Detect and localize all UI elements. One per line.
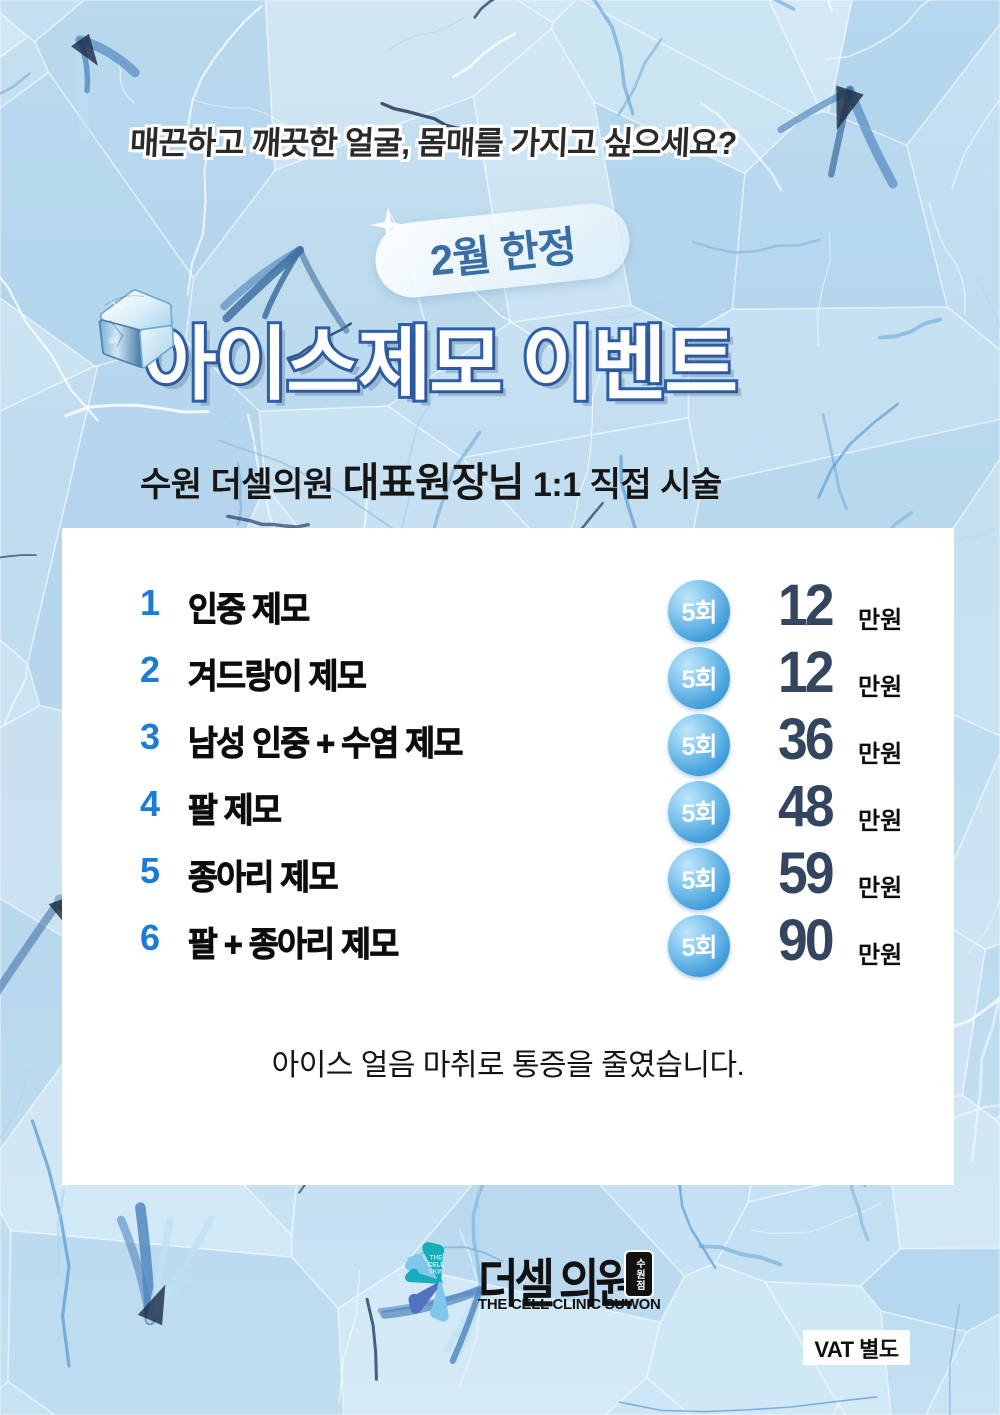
svg-text:CELL: CELL [428,1261,445,1268]
svg-text:THE: THE [430,1254,443,1261]
svg-text:SKIN: SKIN [429,1269,444,1276]
